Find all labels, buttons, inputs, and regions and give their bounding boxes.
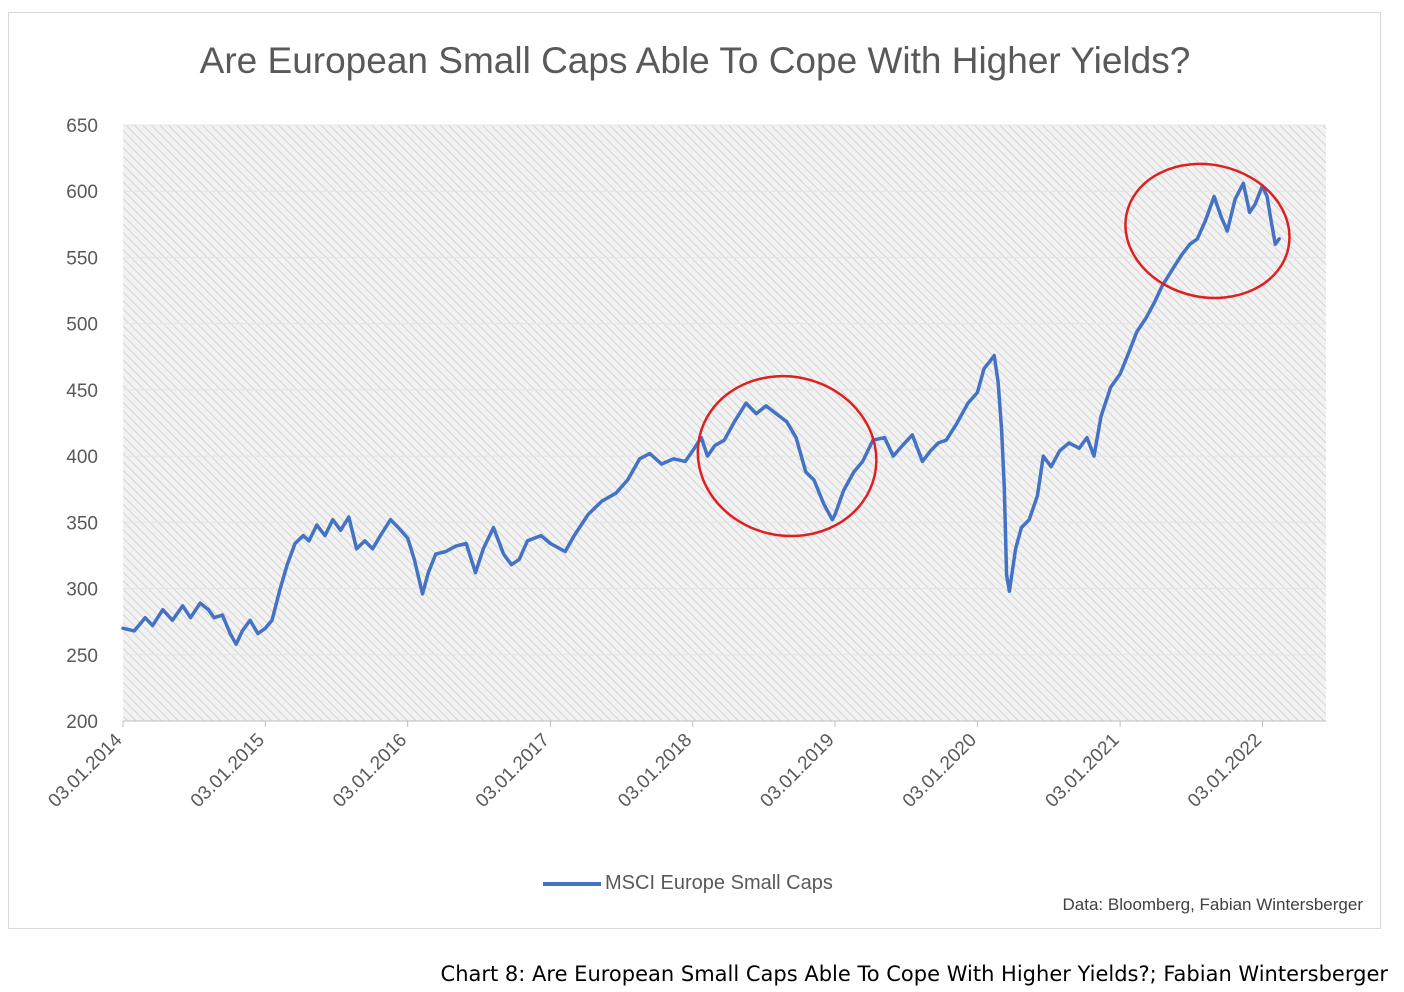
series-line-msci-europe-small-caps — [121, 181, 1281, 646]
y-tick-label: 550 — [66, 248, 98, 269]
x-tick-label: 03.01.2020 — [899, 730, 981, 812]
x-tick-label: 03.01.2021 — [1042, 730, 1124, 812]
y-tick-label: 600 — [66, 182, 98, 203]
x-tick-label: 03.01.2016 — [329, 730, 411, 812]
legend: MSCI Europe Small Caps — [543, 872, 833, 895]
x-tick-label: 03.01.2018 — [614, 730, 696, 812]
x-tick-label: 03.01.2022 — [1184, 730, 1266, 812]
highlight-ellipse-2 — [1124, 162, 1291, 300]
y-tick-label: 400 — [66, 447, 98, 468]
y-tick-label: 300 — [66, 580, 98, 601]
y-tick-label: 500 — [66, 315, 98, 336]
legend-swatch — [543, 881, 601, 886]
y-tick-label: 250 — [66, 646, 98, 667]
y-tick-label: 650 — [66, 116, 98, 137]
y-tick-label: 350 — [66, 513, 98, 534]
highlight-ellipse-1 — [696, 374, 878, 538]
x-tick-label: 03.01.2019 — [756, 730, 838, 812]
y-tick-label: 450 — [66, 381, 98, 402]
x-tick-label: 03.01.2017 — [472, 730, 554, 812]
legend-label: MSCI Europe Small Caps — [605, 872, 833, 894]
x-tick-label: 03.01.2014 — [44, 729, 126, 811]
chart-title: Are European Small Caps Able To Cope Wit… — [199, 40, 1191, 81]
figure-caption: Chart 8: Are European Small Caps Able To… — [440, 962, 1388, 986]
y-tick-label: 200 — [66, 712, 98, 733]
source-note: Data: Bloomberg, Fabian Wintersberger — [1062, 895, 1363, 914]
x-tick-label: 03.01.2015 — [187, 730, 269, 812]
plot-area — [123, 125, 1326, 721]
